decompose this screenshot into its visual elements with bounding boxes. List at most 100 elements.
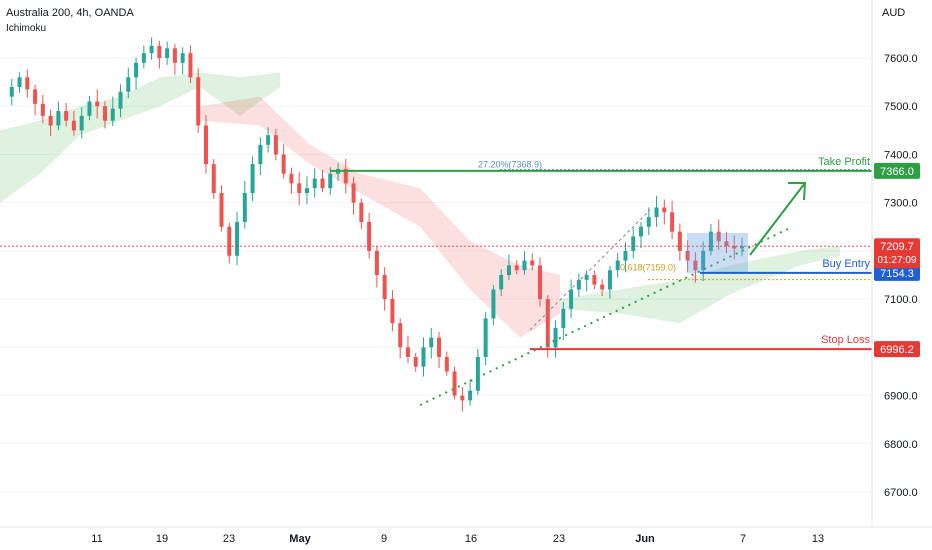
x-tick-label: 19	[156, 533, 168, 545]
symbol-title[interactable]: Australia 200, 4h, OANDA	[6, 7, 134, 19]
candle-body	[227, 226, 232, 256]
candle-body	[33, 89, 38, 104]
candle-body	[118, 91, 123, 109]
candle-body	[343, 168, 348, 184]
cloud-band	[0, 72, 280, 203]
level-label: Take Profit	[818, 156, 870, 168]
candle-body	[250, 164, 255, 194]
candle-body	[607, 270, 612, 290]
price-tags: 7366.0 7154.3 6996.2 7209.7 01:27:09	[874, 162, 920, 358]
x-tick-label: 13	[812, 533, 824, 545]
candle-body	[180, 53, 185, 63]
candle-body	[623, 250, 628, 261]
x-tick-label: 23	[553, 533, 565, 545]
current-price-tag	[874, 238, 920, 269]
candle-body	[102, 106, 107, 121]
x-tick-label: May	[289, 533, 311, 545]
ichimoku-cloud	[0, 72, 840, 338]
candle-body	[188, 53, 193, 78]
candle-body	[87, 101, 92, 116]
y-tick-label: 7100.0	[884, 294, 918, 306]
candle-body	[522, 260, 527, 271]
y-tick-label: 6900.0	[884, 391, 918, 403]
candle-body	[569, 289, 574, 309]
candle-body	[576, 279, 581, 290]
candle-body	[584, 275, 589, 280]
candle-body	[71, 120, 76, 131]
candle-body	[475, 356, 480, 391]
candle-body	[320, 178, 325, 189]
candle-body	[631, 236, 636, 251]
candle-body	[328, 173, 333, 189]
candle-body	[297, 183, 302, 194]
candle-body	[708, 231, 713, 251]
candle-body	[165, 48, 170, 58]
candle-body	[538, 265, 543, 300]
candle-body	[172, 48, 177, 63]
candle-body	[429, 337, 434, 348]
candle-body	[452, 371, 457, 396]
candle-body	[281, 154, 286, 174]
candle-body	[141, 53, 146, 63]
candle-body	[662, 207, 667, 213]
cloud-band	[560, 246, 840, 324]
candle-body	[600, 284, 605, 290]
candle-body	[359, 202, 364, 222]
candle-body	[553, 328, 558, 348]
candlesticks	[9, 37, 744, 412]
candle-body	[235, 221, 240, 256]
candle-body	[545, 299, 550, 348]
candle-body	[693, 260, 698, 271]
x-tick-label: Jun	[635, 533, 655, 545]
candle-body	[615, 260, 620, 271]
candle-body	[639, 226, 644, 237]
candle-body	[483, 318, 488, 357]
x-axis[interactable]: 11 19 23 May 9 16 23 Jun 7 13	[91, 533, 824, 545]
candle-body	[421, 347, 426, 367]
projection-arrow	[749, 182, 807, 256]
candle-body	[677, 231, 682, 251]
trade-levels: Take Profit Buy Entry Stop Loss	[330, 156, 872, 351]
candle-body	[405, 347, 410, 357]
candle-body	[499, 275, 504, 290]
candle-body	[654, 207, 659, 218]
candle-body	[390, 299, 395, 324]
candle-body	[382, 275, 387, 300]
y-tick-label: 6700.0	[884, 487, 918, 499]
y-tick-label: 7400.0	[884, 149, 918, 161]
candle-body	[64, 111, 69, 121]
y-tick-label: 6800.0	[884, 439, 918, 451]
candle-body	[413, 356, 418, 367]
cloud-band	[200, 96, 560, 338]
candle-body	[273, 135, 278, 155]
candle-body	[95, 101, 100, 107]
candle-body	[716, 231, 721, 242]
candle-body	[460, 395, 465, 401]
x-tick-label: 11	[91, 533, 102, 545]
candle-body	[48, 115, 53, 126]
candle-body	[561, 308, 566, 329]
x-tick-label: 23	[223, 533, 235, 545]
candle-body	[732, 246, 737, 249]
level-price-value: 6996.2	[880, 344, 914, 356]
candle-body	[9, 86, 14, 97]
x-tick-label: 16	[465, 533, 477, 545]
level-label: Buy Entry	[822, 258, 870, 270]
chart-header: Australia 200, 4h, OANDA Ichimoku	[6, 6, 134, 36]
indicator-label[interactable]: Ichimoku	[6, 23, 47, 34]
candle-body	[530, 260, 535, 266]
candle-body	[126, 77, 131, 92]
fib-label: 0.618(7159.0)	[620, 263, 676, 273]
y-tick-label: 7500.0	[884, 101, 918, 113]
fib-annotations: 27.20%(7368.9) 0.618(7159.0)	[478, 159, 872, 281]
candle-body	[25, 77, 30, 90]
candle-body	[491, 289, 496, 319]
current-price-value: 7209.7	[880, 241, 914, 253]
candle-body	[437, 337, 442, 357]
candle-body	[242, 193, 247, 222]
candle-body	[468, 390, 473, 401]
buy-entry-zone[interactable]	[687, 233, 748, 273]
candle-body	[40, 103, 45, 116]
x-tick-label: 7	[740, 533, 746, 545]
